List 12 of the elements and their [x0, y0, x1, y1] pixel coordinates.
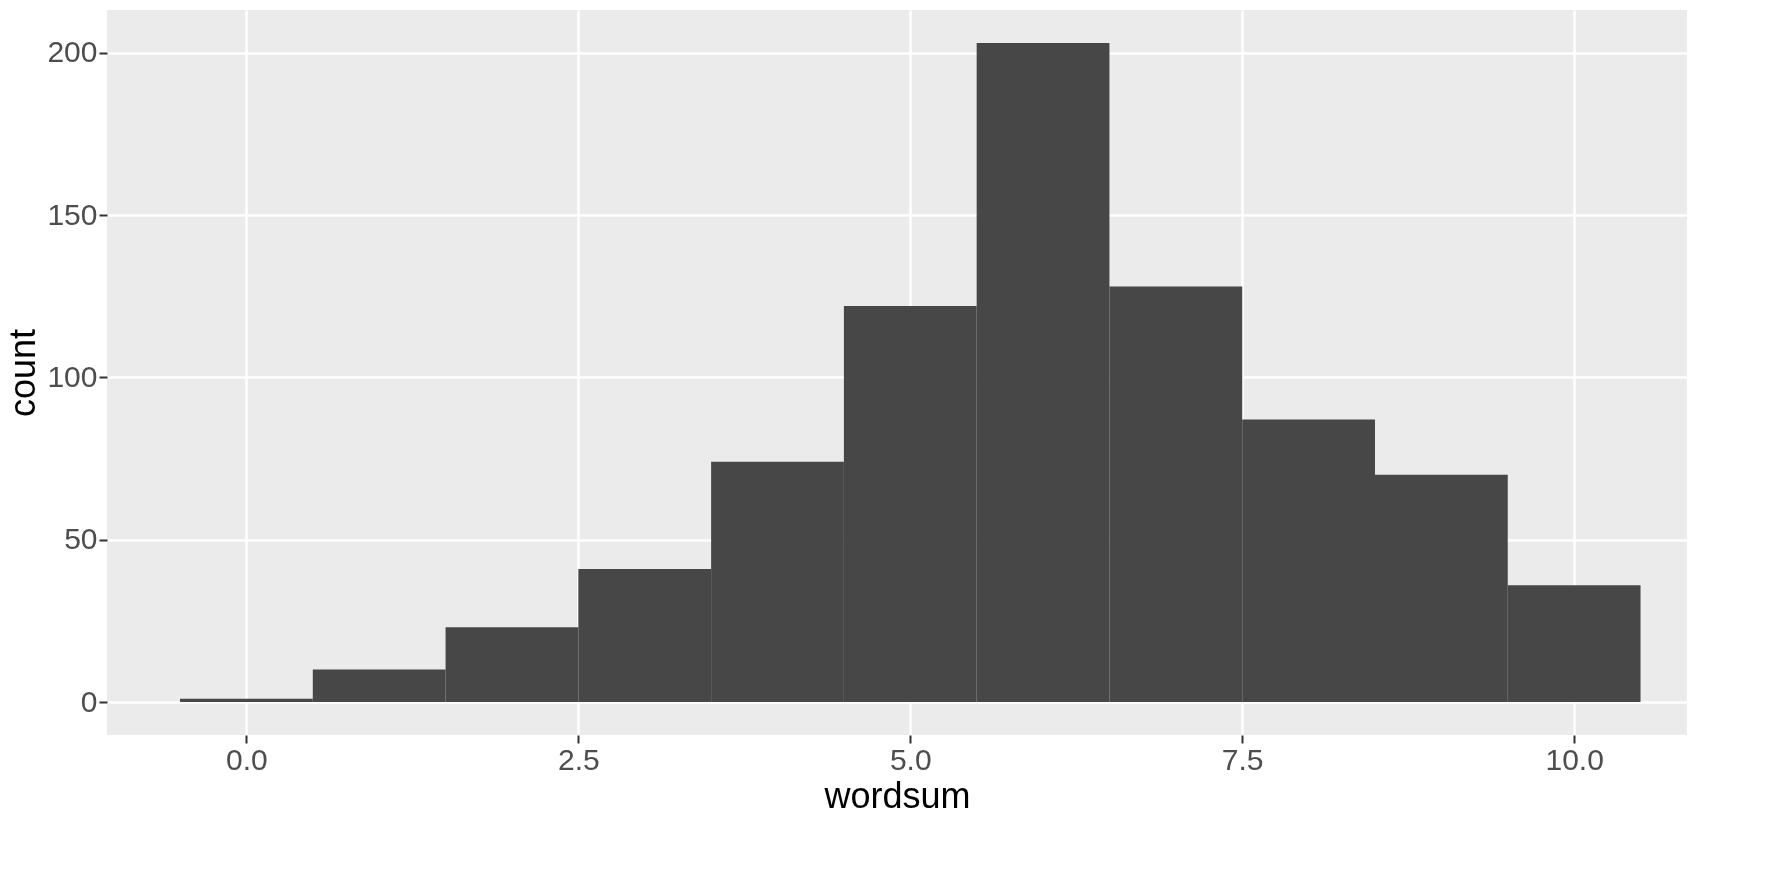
x-tick-label: 5.0	[889, 742, 932, 776]
x-axis-title: wordsum	[823, 774, 971, 816]
y-tick-label: 0	[80, 684, 98, 718]
x-tick-label: 0.0	[226, 742, 268, 776]
x-tick-label: 10.0	[1545, 742, 1604, 776]
x-tick-label: 2.5	[557, 742, 600, 776]
y-tick-label: 50	[64, 522, 98, 556]
y-tick-label: 200	[47, 35, 98, 69]
x-tick-label: 7.5	[1221, 742, 1264, 776]
y-tick-label: 100	[47, 359, 98, 393]
y-tick-label: 150	[47, 197, 98, 231]
y-axis-title: count	[2, 328, 44, 418]
